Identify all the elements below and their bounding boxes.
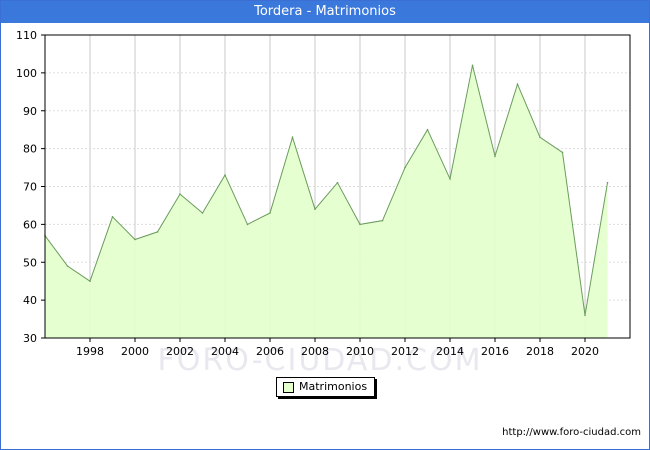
data-point-2015: [471, 64, 474, 67]
data-point-2005: [246, 223, 249, 226]
y-tick-label: 70: [23, 181, 37, 194]
source-url: http://www.foro-ciudad.com: [502, 427, 641, 438]
data-point-2009: [336, 181, 339, 184]
x-tick-label: 2010: [346, 345, 374, 358]
data-point-2006: [269, 212, 271, 214]
x-tick-label: 2016: [481, 345, 509, 358]
y-tick-label: 110: [16, 29, 37, 42]
data-point-2007: [291, 136, 294, 139]
data-point-2010: [359, 223, 361, 226]
data-point-1999: [111, 216, 114, 218]
data-point-2013: [426, 128, 429, 131]
data-point-2002: [179, 193, 181, 195]
data-point-1998: [89, 280, 91, 283]
data-point-2001: [156, 231, 159, 233]
data-point-1997: [66, 265, 69, 267]
series-line-matrimonios: [44, 65, 608, 316]
y-tick-label: 60: [23, 218, 37, 231]
data-point-2003: [201, 212, 204, 214]
chart-title: Tordera - Matrimonios: [1, 1, 649, 23]
data-point-2018: [539, 136, 541, 139]
data-point-2016: [494, 155, 496, 157]
data-point-2014: [449, 178, 451, 180]
data-point-2008: [314, 208, 316, 210]
y-tick-label: 90: [23, 105, 37, 118]
legend-swatch: [283, 382, 294, 393]
data-point-2012: [404, 166, 406, 169]
x-tick-label: 2020: [571, 345, 599, 358]
x-tick-label: 2012: [391, 345, 419, 358]
y-tick-label: 40: [23, 294, 37, 307]
data-point-2000: [134, 238, 136, 241]
data-point-2004: [224, 174, 226, 176]
x-tick-label: 2002: [166, 345, 194, 358]
x-tick-label: 2014: [436, 345, 464, 358]
data-point-2020: [584, 314, 586, 317]
data-point-2021: [606, 181, 609, 184]
y-tick-label: 30: [23, 332, 37, 345]
data-point-2011: [381, 219, 384, 222]
watermark-text: FORO-CIUDAD.COM: [158, 343, 483, 378]
data-point-2019: [561, 151, 564, 154]
y-tick-label: 100: [16, 67, 37, 80]
y-tick-label: 50: [23, 256, 37, 269]
x-tick-label: 2018: [526, 345, 554, 358]
legend-label: Matrimonios: [299, 380, 368, 393]
data-point-2017: [516, 83, 519, 85]
x-tick-label: 2008: [301, 345, 329, 358]
x-tick-label: 2006: [256, 345, 284, 358]
legend: Matrimonios: [276, 377, 375, 397]
x-tick-label: 2000: [121, 345, 149, 358]
x-tick-label: 1998: [76, 345, 104, 358]
x-tick-label: 2004: [211, 345, 239, 358]
y-tick-label: 80: [23, 143, 37, 156]
area-fill-matrimonios: [45, 65, 608, 339]
